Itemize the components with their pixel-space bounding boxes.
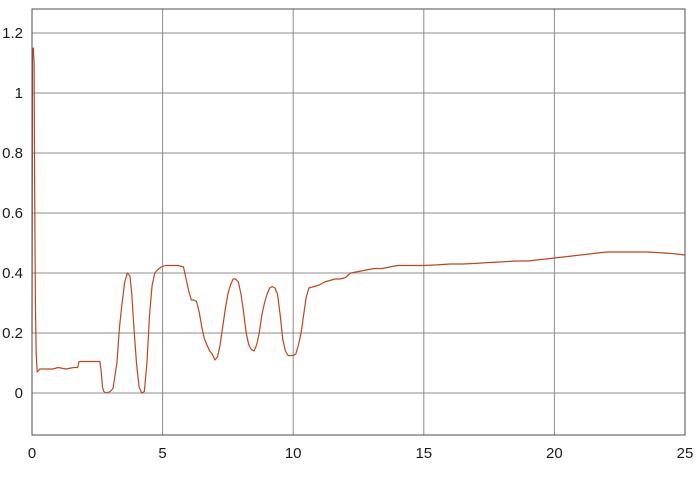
y-tick-label: 0 — [15, 385, 23, 402]
y-axis-ticks: 0 0.2 0.4 0.6 0.8 1 1.2 — [2, 25, 23, 402]
grid-lines — [31, 9, 686, 435]
y-tick-label: 0.8 — [2, 145, 23, 162]
x-tick-label: 10 — [285, 445, 302, 462]
x-tick-label: 25 — [677, 445, 694, 462]
y-tick-label: 0.4 — [2, 265, 23, 282]
y-tick-label: 1 — [15, 85, 23, 102]
x-tick-label: 20 — [546, 445, 563, 462]
series-line — [31, 47, 686, 394]
y-tick-label: 0.2 — [2, 325, 23, 342]
series-layer — [31, 47, 686, 394]
x-tick-label: 0 — [28, 445, 36, 462]
y-tick-label: 1.2 — [2, 25, 23, 42]
y-tick-label: 0.6 — [2, 205, 23, 222]
plot-frame — [31, 8, 686, 436]
x-axis-ticks: 0 5 10 15 20 25 — [28, 445, 694, 462]
x-tick-label: 5 — [158, 445, 166, 462]
x-tick-label: 15 — [415, 445, 432, 462]
